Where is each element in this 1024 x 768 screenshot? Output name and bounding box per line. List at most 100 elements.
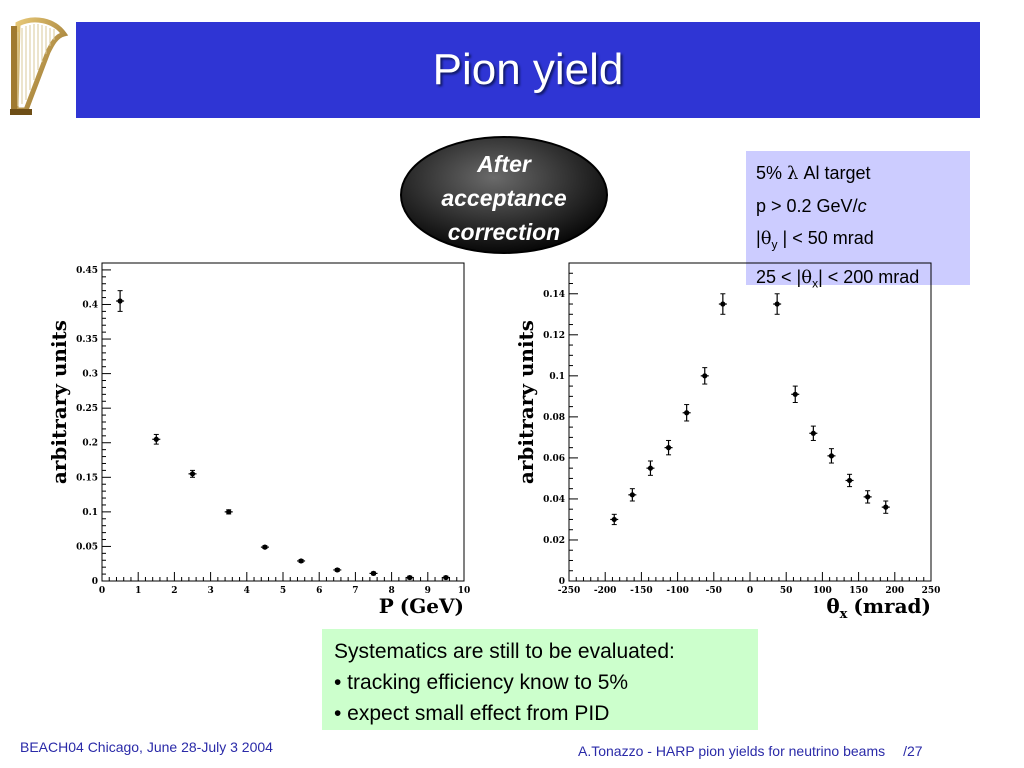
y-tick-label: 0.25 — [76, 404, 98, 414]
y-tick-label: 0 — [92, 577, 98, 587]
harp-icon — [10, 17, 69, 115]
page-number: /27 — [903, 743, 923, 759]
badge-line: correction — [447, 219, 561, 245]
x-tick-label: 2 — [171, 586, 177, 596]
y-tick-label: 0.04 — [543, 495, 565, 505]
data-point — [720, 301, 726, 307]
x-tick-label: 6 — [316, 586, 322, 596]
data-point — [828, 453, 835, 459]
x-axis-label-unit: (mrad) — [853, 594, 931, 618]
condition-text: 5% — [756, 163, 788, 183]
y-tick-label: 0.02 — [543, 536, 565, 546]
lambda-symbol: λ — [787, 163, 799, 184]
x-axis-label-symbol: θ — [826, 594, 839, 618]
x-tick-label: 1 — [135, 586, 141, 596]
y-tick-label: 0 — [559, 577, 565, 587]
y-tick-label: 0.15 — [76, 473, 98, 483]
condition-theta-x: 25 < |θx| < 200 mrad — [756, 261, 970, 300]
x-tick-label: 250 — [922, 586, 941, 596]
x-tick-label: 4 — [244, 586, 250, 596]
condition-text: 25 < | — [756, 266, 802, 287]
x-tick-label: 150 — [849, 586, 868, 596]
x-tick-label: -50 — [706, 586, 722, 596]
x-tick-label: 0 — [747, 586, 753, 596]
y-tick-label: 0.12 — [543, 331, 565, 341]
y-tick-label: 0.08 — [543, 413, 565, 423]
data-point — [792, 391, 798, 397]
x-tick-label: 100 — [813, 586, 832, 596]
systematics-line: • expect small effect from PID — [334, 702, 610, 725]
condition-text: | — [756, 228, 761, 248]
x-tick-label: 10 — [458, 586, 471, 596]
y-axis-label: arbitrary units — [514, 320, 538, 484]
data-point — [153, 436, 159, 442]
condition-text: Al target — [798, 163, 871, 183]
condition-text: | < 200 mrad — [818, 266, 920, 287]
badge-line: acceptance — [441, 185, 567, 211]
data-point — [298, 558, 304, 564]
data-point — [262, 544, 268, 550]
y-tick-label: 0.4 — [82, 300, 98, 310]
data-point — [407, 574, 413, 581]
x-axis-label-subscript: x — [840, 607, 848, 622]
condition-text: p > 0.2 GeV/ — [756, 196, 858, 216]
condition-text: | < 50 mrad — [777, 228, 874, 248]
x-axis-label-unit: (GeV) — [400, 594, 464, 618]
data-point — [810, 430, 816, 436]
condition-momentum: p > 0.2 GeV/c — [756, 190, 970, 222]
y-tick-label: 0.05 — [76, 542, 98, 552]
condition-italic: c — [857, 196, 867, 216]
data-point — [370, 570, 377, 576]
systematics-line: Systematics are still to be evaluated: — [334, 640, 675, 663]
x-tick-label: -250 — [558, 586, 581, 596]
systematics-box: Systematics are still to be evaluated: •… — [322, 629, 758, 730]
data-point — [883, 504, 889, 510]
data-point — [865, 494, 871, 500]
y-tick-label: 0.1 — [82, 508, 98, 518]
data-point — [702, 373, 708, 379]
data-point — [226, 509, 232, 515]
data-point — [189, 471, 196, 477]
y-tick-label: 0.2 — [82, 439, 98, 449]
data-point — [684, 410, 690, 416]
condition-target: 5% λ Al target — [756, 157, 970, 190]
x-tick-label: 7 — [352, 586, 358, 596]
subscript: x — [812, 276, 819, 291]
theta-symbol: θ — [760, 228, 772, 249]
y-tick-label: 0.06 — [543, 454, 565, 464]
theta-symbol: θ — [801, 266, 813, 288]
x-tick-label: -150 — [630, 586, 653, 596]
data-point — [611, 516, 617, 523]
title-bar: Pion yield — [76, 22, 980, 118]
y-tick-label: 0.1 — [549, 372, 565, 382]
x-tick-label: 0 — [99, 586, 105, 596]
data-point — [647, 465, 654, 471]
x-tick-label: -100 — [666, 586, 689, 596]
y-tick-label: 0.35 — [76, 335, 98, 345]
x-tick-label: 5 — [280, 586, 286, 596]
footer-author: A.Tonazzo - HARP pion yields for neutrin… — [578, 743, 923, 759]
x-tick-label: 200 — [885, 586, 904, 596]
x-axis-label: θx (mrad) — [826, 594, 931, 622]
x-tick-label: 9 — [425, 586, 431, 596]
data-point — [334, 567, 340, 573]
footer-author-text: A.Tonazzo - HARP pion yields for neutrin… — [578, 743, 886, 759]
systematics-line: • tracking efficiency know to 5% — [334, 671, 629, 694]
x-tick-label: 8 — [388, 586, 394, 596]
x-tick-label: 50 — [780, 586, 793, 596]
y-axis-label: arbitrary units — [47, 320, 71, 484]
footer-conference: BEACH04 Chicago, June 28-July 3 2004 — [20, 739, 273, 755]
y-tick-label: 0.3 — [82, 370, 98, 380]
plot-frame — [568, 262, 932, 582]
data-point — [117, 298, 123, 304]
data-point — [629, 492, 635, 498]
badge-line: After — [477, 151, 531, 177]
x-tick-label: -200 — [594, 586, 617, 596]
x-axis-label-symbol: P — [379, 594, 394, 618]
data-point — [774, 301, 780, 307]
x-tick-label: 3 — [207, 586, 213, 596]
badge-text: After acceptance correction — [399, 147, 609, 249]
subscript: y — [771, 237, 778, 252]
